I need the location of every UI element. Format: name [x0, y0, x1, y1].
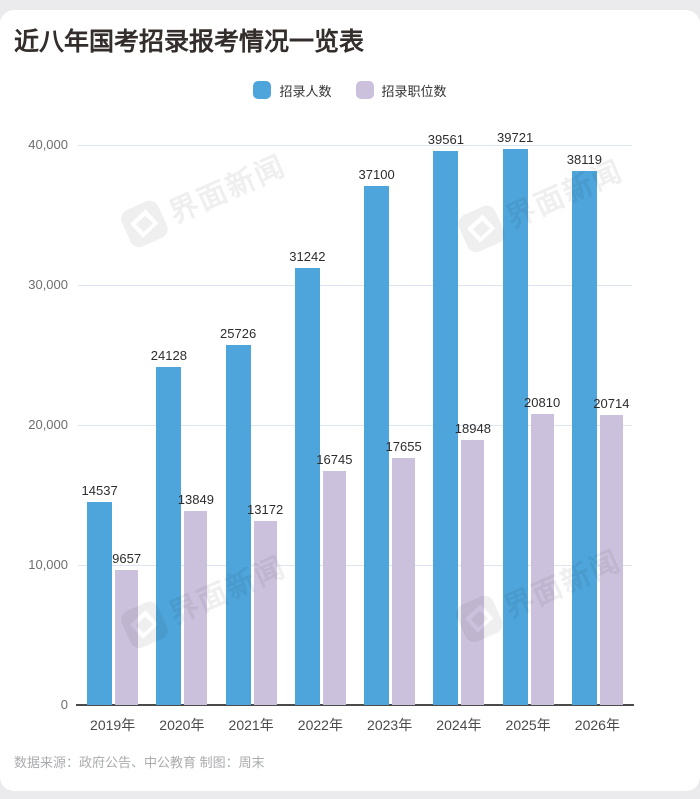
bar-value-label: 20810 — [524, 394, 561, 410]
x-tick-label: 2021年 — [228, 717, 274, 733]
x-tick-label: 2022年 — [297, 717, 343, 733]
gridline — [78, 425, 632, 426]
gridline — [78, 285, 632, 286]
bar-recruit-count: 24128 — [151, 348, 187, 705]
legend-item-position-count: 招录职位数 — [355, 81, 447, 100]
bar-recruit-count: 14537 — [82, 483, 118, 705]
bar-recruit-count: 39721 — [497, 130, 533, 705]
bar-position-count: 9657 — [112, 551, 141, 705]
y-tick-label: 30,000 — [28, 277, 68, 292]
bar-position-count: 16745 — [316, 452, 352, 705]
bar-recruit-count: 39561 — [428, 132, 464, 705]
bar-position-count: 20810 — [524, 395, 560, 705]
bar-value-label: 24128 — [150, 348, 187, 364]
x-tick-label: 2024年 — [436, 717, 482, 733]
bar-group: 25726 13172 — [220, 326, 283, 705]
recruit-count-swatch-icon — [253, 81, 272, 99]
y-tick-label: 40,000 — [28, 137, 68, 152]
position-count-swatch-icon — [355, 81, 374, 99]
bar-value-label: 39561 — [427, 132, 464, 148]
source-note: 数据来源：政府公告、中公教育 制图：周末 — [14, 755, 265, 770]
y-tick-label: 10,000 — [28, 557, 68, 572]
chart-card: 近八年国考招录报考情况一览表 招录人数 招录职位数 0 10,000 20,000 3… — [0, 10, 700, 791]
page-title: 近八年国考招录报考情况一览表 — [14, 28, 365, 56]
bar-group: 14537 9657 — [82, 483, 141, 705]
bar-position-count: 20714 — [593, 396, 629, 705]
bar-value-label: 14537 — [81, 482, 118, 498]
bar-position-count: 17655 — [386, 439, 422, 705]
legend-item-recruit-count: 招录人数 — [253, 81, 332, 100]
x-tick-label: 2023年 — [367, 717, 413, 733]
bar-value-label: 37100 — [358, 166, 395, 182]
bar-recruit-count: 31242 — [289, 249, 325, 705]
bar-value-label: 39721 — [497, 129, 534, 145]
bar-value-label: 18948 — [454, 420, 491, 436]
bar-group: 39561 18948 — [428, 132, 491, 705]
x-tick-label: 2020年 — [159, 717, 205, 733]
bar-groups: 14537 9657 24128 13849 25726 13172 31242 16745 3… — [78, 130, 632, 705]
bar-group: 38119 20714 — [567, 152, 629, 705]
bar-group: 31242 16745 — [289, 249, 352, 705]
bar-position-count: 18948 — [455, 421, 491, 705]
legend-label: 招录人数 — [279, 83, 332, 99]
x-axis-labels: 2019年 2020年 2021年 2022年 2023年 2024年 2025年 2026年 — [78, 715, 632, 735]
y-tick-label: 0 — [60, 697, 68, 712]
bar-value-label: 13172 — [247, 501, 284, 517]
y-tick-label: 20,000 — [28, 417, 68, 432]
gridline — [78, 145, 632, 146]
x-tick-label: 2025年 — [505, 717, 551, 733]
bar-position-count: 13172 — [247, 502, 283, 705]
bar-group: 39721 20810 — [497, 130, 560, 705]
bar-value-label: 25726 — [220, 325, 257, 341]
bar-recruit-count: 37100 — [359, 167, 395, 705]
bar-value-label: 38119 — [566, 152, 602, 168]
legend-label: 招录职位数 — [381, 83, 447, 99]
bar-recruit-count: 38119 — [567, 152, 602, 705]
bar-value-label: 17655 — [385, 438, 422, 454]
x-tick-label: 2019年 — [90, 717, 136, 733]
bar-value-label: 9657 — [112, 550, 142, 566]
bar-value-label: 16745 — [316, 451, 353, 467]
bar-value-label: 20714 — [593, 396, 630, 411]
chart-legend: 招录人数 招录职位数 — [0, 80, 700, 100]
bar-value-label: 31242 — [289, 248, 326, 264]
bar-group: 37100 17655 — [359, 167, 422, 705]
bar-group: 24128 13849 — [151, 348, 214, 705]
x-tick-label: 2026年 — [574, 717, 620, 733]
bar-position-count: 13849 — [178, 492, 214, 705]
x-axis-baseline — [76, 704, 634, 706]
plot-area: 0 10,000 20,000 30,000 40,000 14537 9657 24128 1… — [28, 130, 634, 733]
bar-recruit-count: 25726 — [220, 326, 256, 705]
gridline — [78, 565, 632, 566]
bar-value-label: 13849 — [177, 492, 214, 508]
